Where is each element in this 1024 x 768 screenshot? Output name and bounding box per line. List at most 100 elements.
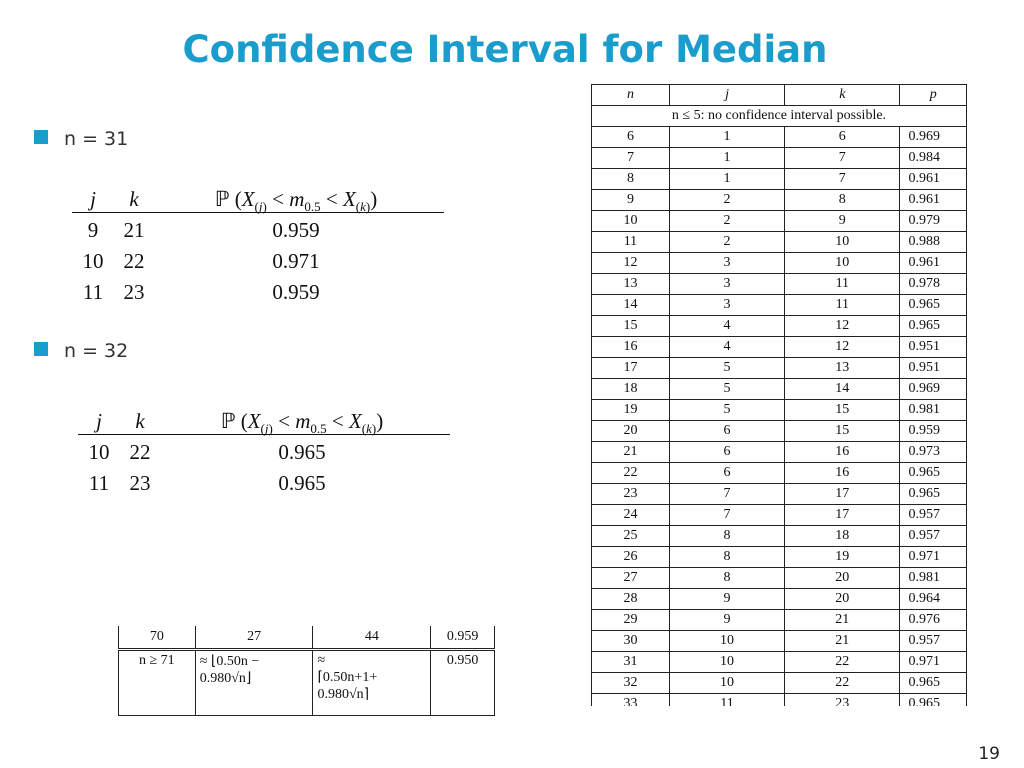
cell-p: 0.959 xyxy=(430,626,495,650)
table-header-row: n j k p xyxy=(591,84,967,106)
cell-j: 5 xyxy=(668,357,786,379)
table-row: 10 22 0.965 xyxy=(78,435,450,466)
cell-p: 0.957 xyxy=(899,504,967,526)
cell-p: 0.971 xyxy=(272,249,320,273)
cell-n: 28 xyxy=(591,588,670,610)
cell-n: 17 xyxy=(591,357,670,379)
table-row: 33 11 23 0.965 xyxy=(591,693,967,706)
table-row: 30 10 21 0.957 xyxy=(591,630,967,652)
table-row: 11 2 10 0.988 xyxy=(591,231,967,253)
cell-n: 15 xyxy=(591,315,670,337)
cell-j: 27 xyxy=(194,626,314,650)
cell-p: 0.965 xyxy=(899,483,967,505)
table-row: 9 2 8 0.961 xyxy=(591,189,967,211)
cell-p: 0.984 xyxy=(899,147,967,169)
table-row: 18 5 14 0.969 xyxy=(591,378,967,400)
cell-p: 0.981 xyxy=(899,399,967,421)
cell-k: 18 xyxy=(784,525,901,547)
table-row: 6 1 6 0.969 xyxy=(591,126,967,148)
cell-k: 11 xyxy=(784,273,901,295)
cell-k: 7 xyxy=(784,168,901,190)
cell-j: 8 xyxy=(668,546,786,568)
n32-probability-table: j k ℙ (X(j) < m0.5 < X(k)) 10 22 0.965 1… xyxy=(78,404,450,497)
cell-n: 26 xyxy=(591,546,670,568)
cell-k: 11 xyxy=(784,294,901,316)
cell-p: 0.951 xyxy=(899,336,967,358)
cell-j: 10 xyxy=(668,672,786,694)
cell-k: 44 xyxy=(312,626,432,650)
cell-p: 0.973 xyxy=(899,441,967,463)
cell-n: 6 xyxy=(591,126,670,148)
cell-p: 0.957 xyxy=(899,630,967,652)
cell-j: 11 xyxy=(668,693,786,706)
table-row: 11 23 0.959 xyxy=(72,275,444,306)
cell-k: 21 xyxy=(784,609,901,631)
cell-p: 0.971 xyxy=(899,651,967,673)
cell-n: 23 xyxy=(591,483,670,505)
cell-k: 21 xyxy=(784,630,901,652)
cell-k: 16 xyxy=(784,462,901,484)
cell-k: 22 xyxy=(129,440,151,464)
bullet-square-icon xyxy=(34,342,48,356)
cell-j: 1 xyxy=(668,147,786,169)
cell-p: 0.950 xyxy=(430,648,495,716)
cell-p: 0.965 xyxy=(278,440,326,464)
cell-j: 10 xyxy=(668,651,786,673)
cell-k: 7 xyxy=(784,147,901,169)
cell-p: 0.965 xyxy=(899,294,967,316)
cell-p: 0.961 xyxy=(899,168,967,190)
cell-j: 10 xyxy=(668,630,786,652)
table-row: 15 4 12 0.965 xyxy=(591,315,967,337)
n31-probability-table: j k ℙ (X(j) < m0.5 < X(k)) 9 21 0.959 10… xyxy=(72,182,444,306)
table-row: 14 3 11 0.965 xyxy=(591,294,967,316)
cell-n: 24 xyxy=(591,504,670,526)
cell-k: 23 xyxy=(123,280,145,304)
cell-k: 9 xyxy=(784,210,901,232)
cell-j: 2 xyxy=(668,189,786,211)
table-row: 17 5 13 0.951 xyxy=(591,357,967,379)
cell-p: 0.978 xyxy=(899,273,967,295)
cell-j: 4 xyxy=(668,336,786,358)
cell-k: 10 xyxy=(784,252,901,274)
cell-n: 27 xyxy=(591,567,670,589)
cell-n: 29 xyxy=(591,609,670,631)
cell-j-formula: ≈ ⌊0.50n − 0.980√n⌋ xyxy=(194,648,314,716)
cell-j: 9 xyxy=(668,609,786,631)
cell-n: 31 xyxy=(591,651,670,673)
table-row: 29 9 21 0.976 xyxy=(591,609,967,631)
cell-k: 22 xyxy=(784,672,901,694)
confidence-interval-lookup-table: n j k p n ≤ 5: no confidence interval po… xyxy=(591,84,967,706)
header-k: k xyxy=(135,409,145,433)
cell-n: 9 xyxy=(591,189,670,211)
cell-j: 11 xyxy=(88,471,110,495)
cell-n: 32 xyxy=(591,672,670,694)
cell-j: 4 xyxy=(668,315,786,337)
table-row: 16 4 12 0.951 xyxy=(591,336,967,358)
table-row: 11 23 0.965 xyxy=(78,466,450,497)
table-header-row: j k ℙ (X(j) < m0.5 < X(k)) xyxy=(78,404,450,436)
slide-title: Confidence Interval for Median xyxy=(182,28,828,71)
page-number: 19 xyxy=(978,744,1000,764)
cell-n: 20 xyxy=(591,420,670,442)
cell-j: 11 xyxy=(82,280,104,304)
note-row: n ≤ 5: no confidence interval possible. xyxy=(591,105,967,127)
cell-n: 10 xyxy=(591,210,670,232)
cell-p: 0.965 xyxy=(278,471,326,495)
bullet-n31: n = 31 xyxy=(34,128,128,150)
cell-j: 2 xyxy=(668,231,786,253)
large-n-table: 70 27 44 0.959 n ≥ 71 ≈ ⌊0.50n − 0.980√n… xyxy=(118,626,495,720)
cell-p: 0.969 xyxy=(899,126,967,148)
cell-k: 14 xyxy=(784,378,901,400)
table-row: 8 1 7 0.961 xyxy=(591,168,967,190)
cell-k: 10 xyxy=(784,231,901,253)
cell-k: 20 xyxy=(784,567,901,589)
cell-k: 22 xyxy=(123,249,145,273)
cell-p: 0.961 xyxy=(899,252,967,274)
cell-j: 6 xyxy=(668,420,786,442)
cell-p: 0.965 xyxy=(899,693,967,706)
cell-n: 21 xyxy=(591,441,670,463)
table-row: 9 21 0.959 xyxy=(72,213,444,244)
table-row: 28 9 20 0.964 xyxy=(591,588,967,610)
table-row: 27 8 20 0.981 xyxy=(591,567,967,589)
cell-j: 3 xyxy=(668,252,786,274)
